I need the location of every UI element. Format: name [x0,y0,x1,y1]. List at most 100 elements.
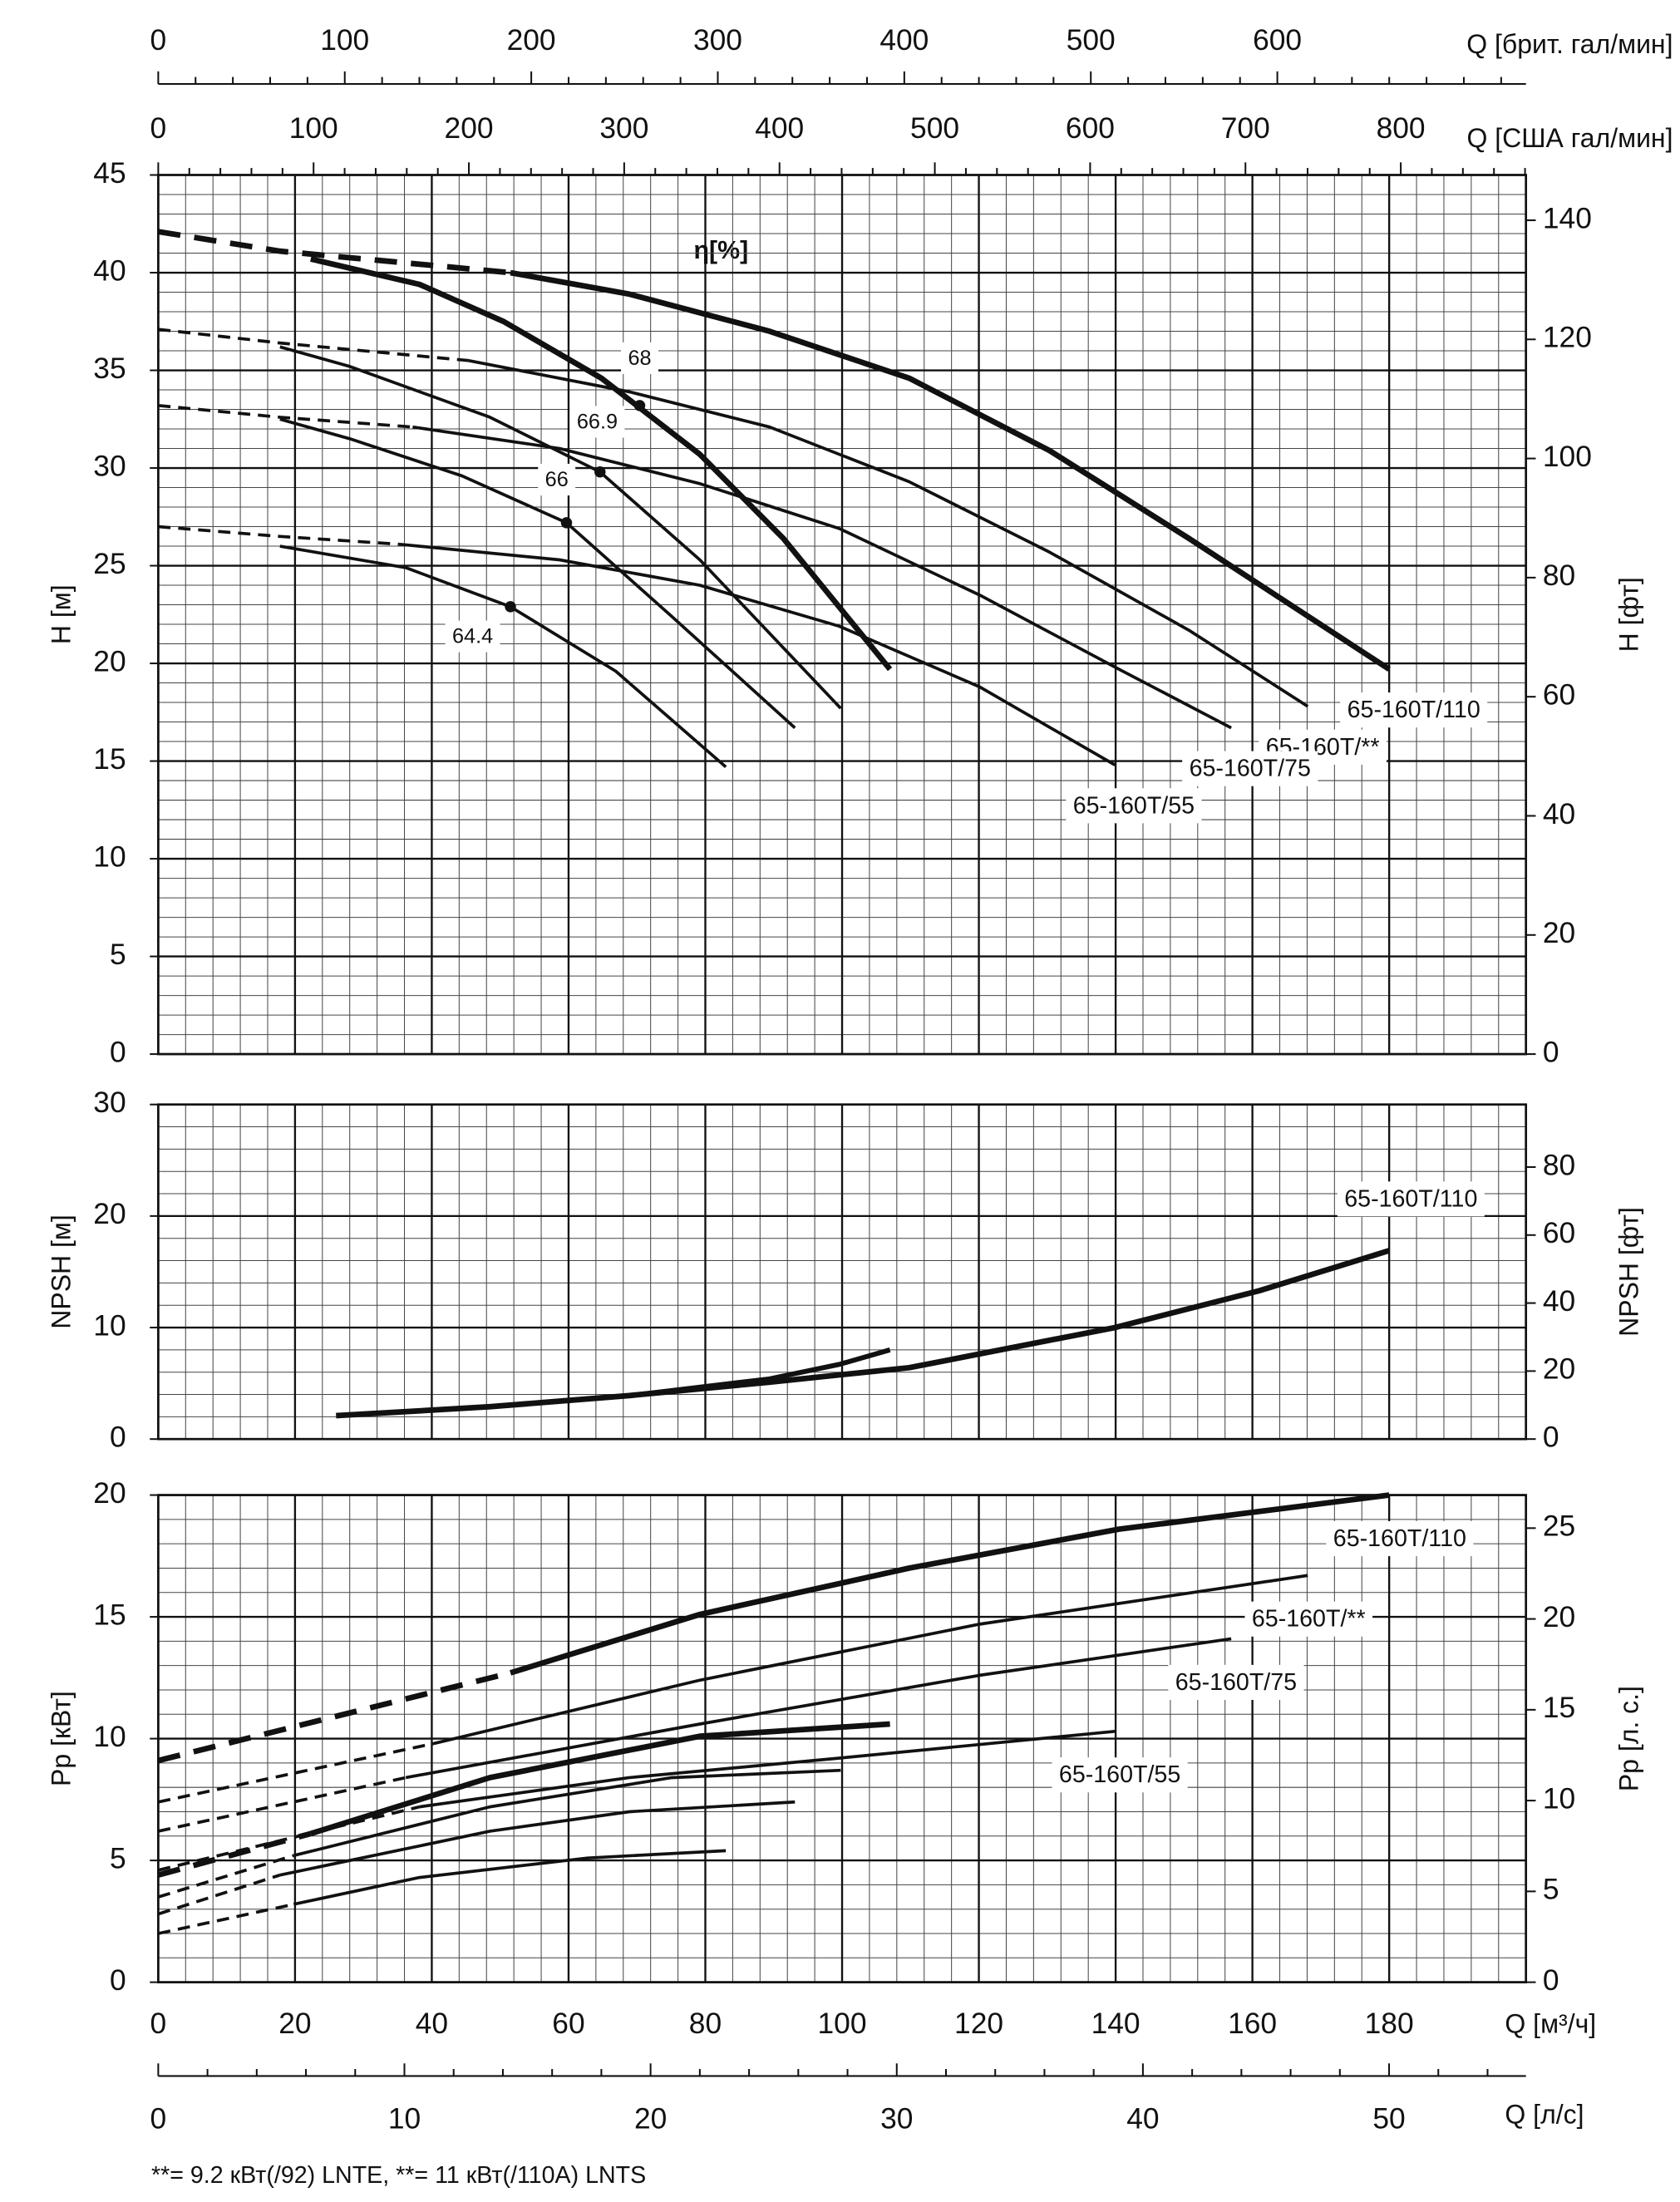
y-axis-title: NPSH [м] [46,1214,76,1329]
y-tick-label: 5 [110,938,126,971]
y2-tick-label: 100 [1543,441,1592,473]
y-tick-label: 5 [110,1842,126,1874]
y2-tick-label: 15 [1543,1692,1575,1724]
series-label: 65-160T/110 [1344,1185,1477,1212]
y-axis-title: Pp [кВт] [46,1691,76,1786]
curve-dashed [157,1805,421,1872]
curve-dashed [157,229,511,276]
x-tick-label: 0 [150,24,167,57]
x-tick-label: 120 [954,2007,1003,2040]
y2-axis-title: NPSH [фт] [1613,1207,1643,1337]
x-axis-title: Q [США гал/мин] [1467,123,1673,153]
curve [279,1800,796,1877]
efficiency-value-group: 64.4 [445,620,500,653]
efficiency-point [505,601,516,613]
efficiency-value-box [445,620,500,653]
y-tick-label: 0 [110,1964,126,1997]
y2-tick-label: 20 [1543,1601,1575,1633]
y-tick-label: 10 [93,840,126,873]
x-tick-label: 400 [755,112,804,145]
y2-tick-label: 60 [1543,679,1575,712]
x-tick-label: 100 [289,112,338,145]
series-label-box [1340,692,1488,728]
y-tick-label: 40 [93,254,126,287]
x-tick-label: 400 [879,24,929,57]
efficiency-point [560,517,573,529]
efficiency-value-group: 66 [538,463,576,496]
curve [468,358,1309,708]
x-tick-label: 200 [507,24,556,57]
efficiency-value: 66 [545,468,569,491]
y-tick-label: 10 [93,1721,126,1753]
curve-dashed [157,1854,294,1899]
y2-axis-title: H [фт] [1613,577,1643,652]
x-tick-label: 100 [818,2007,867,2040]
y2-tick-label: 20 [1543,1353,1575,1386]
y-tick-label: 0 [110,1421,126,1454]
x-tick-label: 800 [1377,112,1426,145]
x-tick-label: 0 [150,112,167,145]
y-tick-label: 25 [93,548,126,580]
x-tick-label: 140 [1091,2007,1141,2040]
y2-tick-label: 20 [1543,917,1575,949]
y-tick-label: 10 [93,1309,126,1342]
x-tick-label: 180 [1365,2007,1414,2040]
efficiency-value-box [621,342,658,374]
curve [279,417,796,729]
x-axis-title: Q [м³/ч] [1505,2008,1596,2038]
curve-dashed [157,1873,281,1916]
x-axis-title: Q [л/с] [1505,2100,1584,2130]
series-label-box [1244,1601,1373,1637]
y2-tick-label: 5 [1543,1874,1559,1906]
curve [336,1248,1391,1419]
x-tick-label: 40 [416,2007,448,2040]
x-tick-label: 60 [552,2007,584,2040]
curve [279,345,842,710]
x-tick-label: 300 [599,112,648,145]
efficiency-point [594,466,606,478]
x-tick-label: 160 [1228,2007,1277,2040]
series-label-group: 65-160T/** [1244,1601,1373,1637]
curve-dashed [157,1830,312,1878]
curve-dashed [157,1903,294,1935]
curve [310,256,893,672]
x-tick-label: 10 [388,2103,421,2135]
curve [510,1492,1390,1676]
efficiency-value-box [538,463,576,496]
curve [309,1721,890,1837]
series-label-box [1326,1520,1474,1557]
efficiency-value-group: 66.9 [569,406,625,438]
curve [293,1849,727,1906]
series-label: 65-160T/75 [1190,756,1311,782]
x-tick-label: 600 [1066,112,1115,145]
series-label: 65-160T/** [1252,1606,1366,1633]
x-tick-label: 500 [910,112,959,145]
y2-tick-label: 0 [1543,1036,1559,1068]
x-tick-label: 200 [445,112,494,145]
footnote: **= 9.2 кВт(/92) LNTE, **= 11 кВт(/110A)… [151,2162,646,2189]
curve [419,1729,1116,1809]
curve [433,1574,1308,1746]
series-label-group: 65-160T/** [1259,729,1387,765]
series-label-group: 65-160T/55 [1052,1757,1188,1793]
y-tick-label: 20 [93,1198,126,1230]
curve-dashed [158,328,470,362]
x-tick-label: 700 [1221,112,1270,145]
series-label-box [1337,1181,1485,1217]
y2-tick-label: 0 [1543,1964,1559,1997]
x-tick-label: 300 [693,24,742,57]
curve-dashed [158,403,413,429]
series-label-group: 65-160T/110 [1326,1520,1474,1557]
series-label-box [1066,788,1202,824]
y2-tick-label: 140 [1543,202,1592,234]
x-tick-label: 0 [150,2007,167,2040]
series-label-group: 65-160T/110 [1340,692,1488,728]
y-tick-label: 45 [93,157,126,190]
y-tick-label: 35 [93,352,126,385]
x-tick-label: 50 [1372,2103,1405,2135]
y-tick-label: 30 [93,1086,126,1119]
series-label: 65-160T/110 [1347,697,1480,723]
